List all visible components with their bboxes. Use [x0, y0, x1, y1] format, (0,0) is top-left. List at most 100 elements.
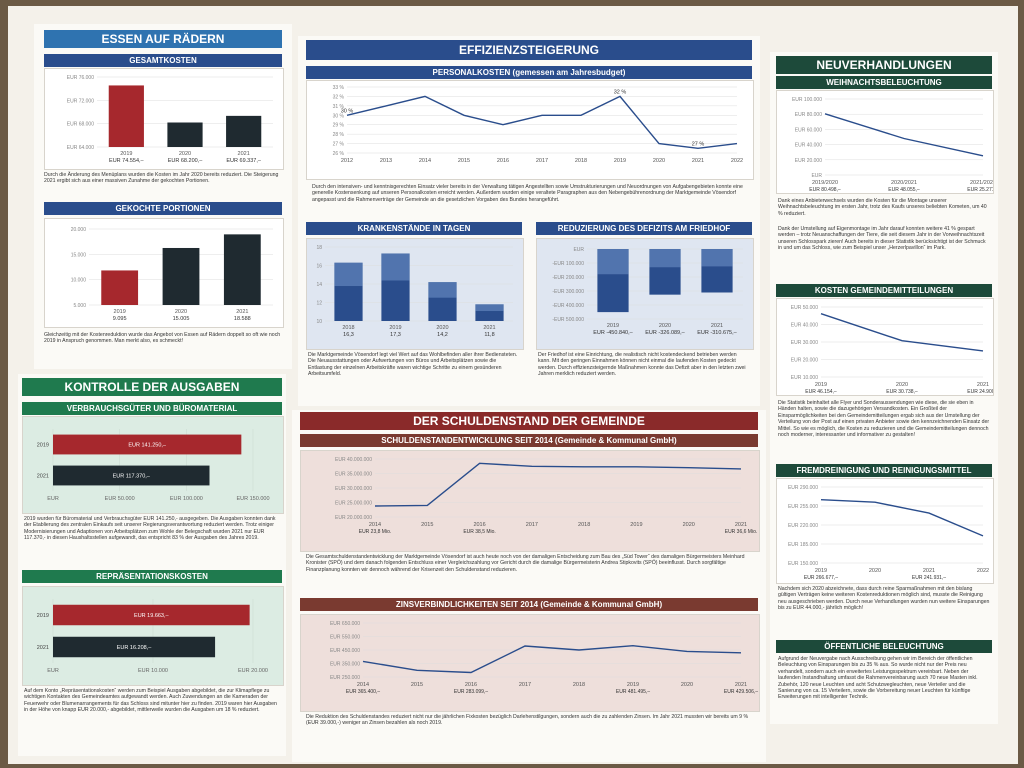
friedhof-chart: EUR -EUR 100.000 -EUR 200.000 -EUR 300.000 -… [552, 247, 743, 336]
zins-chart-box: EUR 650.000 EUR 550.000 EUR 450.000 EUR 350… [300, 614, 760, 712]
x-tick-label: 2021 [483, 325, 495, 331]
y-tick-label: EUR 20.000 [791, 358, 818, 364]
repraesentation-title: REPRÄSENTATIONSKOSTEN [22, 570, 282, 583]
schuldenentw-text: Die Gesamtschuldenstandentwicklung der M… [306, 554, 745, 573]
bar [53, 604, 250, 626]
zins-chart: EUR 650.000 EUR 550.000 EUR 450.000 EUR 350… [330, 621, 758, 695]
effizienz-panel: EFFIZIENZSTEIGERUNG PERSONALKOSTEN (geme… [298, 36, 760, 406]
personalkosten-chart-box: 33 % 32 % 31 % 30 % 29 % 28 % 27 % 26 % 2012 2013… [306, 80, 754, 180]
portionen-text: Gleichzeitig mit der Kostenreduktion wur… [44, 332, 281, 345]
fremd-title: FREMDREINIGUNG UND REINIGUNGSMITTEL [776, 464, 992, 477]
bar [53, 434, 242, 455]
data-label: EUR 74.554,– [109, 158, 144, 164]
data-label: EUR 429.506,– [724, 689, 758, 695]
kranken-text: Die Marktgemeinde Vösendorf legt viel We… [308, 352, 518, 378]
essen-header: ESSEN AUF RÄDERN [44, 30, 282, 48]
data-label: 11,8 [484, 332, 494, 338]
data-label: EUR 30.738,– [886, 389, 918, 395]
data-label: EUR -326.089,– [645, 330, 685, 336]
bar [101, 270, 139, 305]
x-tick-label: 2020/2021 [891, 180, 917, 186]
point-label: 32 % [614, 89, 627, 95]
y-tick-label: EUR 60.000 [795, 127, 822, 133]
x-tick-label: 2018 [578, 522, 590, 528]
bar-highlight [597, 249, 629, 275]
y-tick-label: 2021 [37, 474, 49, 480]
schuldenentw-chart-box: EUR 40.000.000 EUR 35.000.000 EUR 30.000.0… [300, 450, 760, 552]
y-tick-label: EUR 650.000 [330, 621, 360, 627]
data-label: 14,2 [437, 332, 448, 338]
data-label: EUR 48.055,– [888, 187, 920, 193]
repraesentation-chart-box: EUR EUR 10.000 EUR 20.000 2019 EUR 19.663,– 2… [22, 586, 284, 686]
x-tick-label: 2013 [380, 158, 392, 164]
x-tick-label: 2019 [815, 568, 827, 574]
data-label: EUR 283.099,– [454, 689, 488, 695]
x-tick-label: 2014 [369, 522, 381, 528]
verbrauch-chart-box: EUR EUR 50.000 EUR 100.000 EUR 150.000 2019 E… [22, 416, 284, 514]
x-tick-label: 2018 [342, 325, 354, 331]
y-tick-label: EUR 80.000 [795, 112, 822, 118]
x-tick-label: 2019 [630, 522, 642, 528]
schulden-header: DER SCHULDENSTAND DER GEMEINDE [300, 412, 758, 430]
schuldenentw-title: SCHULDENSTANDENTWICKLUNG SEIT 2014 (Geme… [300, 434, 758, 447]
y-tick-label: 2019 [37, 613, 49, 619]
x-tick-label: 2017 [519, 682, 531, 688]
y-tick-label: EUR 100.000 [792, 97, 822, 103]
y-tick-label: EUR 10.000 [791, 375, 818, 381]
kranken-chart-box: 18 16 14 12 10 2018 16,3 2019 17,3 2020 14,2 2021 11… [306, 238, 524, 350]
gesamtkosten-title: GESAMTKOSTEN [44, 54, 282, 67]
x-tick-label: 2019/2020 [812, 180, 838, 186]
x-tick-label: 2022 [731, 158, 743, 164]
x-tick-label: 2021 [977, 382, 989, 388]
y-tick-label: -EUR 500.000 [552, 317, 584, 323]
bar-highlight [428, 282, 457, 298]
data-label: 17,3 [390, 332, 401, 338]
x-tick-label: 2020 [175, 309, 187, 315]
x-tick-label: 2015 [458, 158, 470, 164]
y-tick-label: EUR 64.000 [67, 145, 94, 151]
data-label: EUR 24.900,– [967, 389, 993, 395]
fremd-text: Nachdem sich 2020 abzeichnete, dass durc… [778, 586, 990, 612]
y-tick-label: 14 [316, 282, 322, 288]
weihnacht-title: WEIHNACHTSBELEUCHTUNG [776, 76, 992, 89]
weihnacht-chart: EUR 100.000 EUR 80.000 EUR 60.000 EUR 40.00… [792, 97, 999, 193]
data-label: EUR 16.208,– [117, 645, 152, 651]
neuverhandlungen-header: NEUVERHANDLUNGEN [776, 56, 992, 74]
data-label: 9.095 [113, 316, 127, 322]
x-tick-label: 2022 [977, 568, 989, 574]
x-tick-label: 2012 [341, 158, 353, 164]
y-tick-label: EUR 68.000 [67, 122, 94, 128]
fremd-chart-box: EUR 290.000 EUR 255.000 EUR 220.000 EUR 185… [776, 478, 994, 584]
y-tick-label: EUR 35.000.000 [335, 472, 372, 478]
y-tick-label: EUR 76.000 [67, 75, 94, 81]
mitteilungen-chart: EUR 50.000 EUR 40.000 EUR 30.000 EUR 20.000… [791, 305, 999, 395]
gesamtkosten-text: Durch die Änderung des Menüplans wurden … [44, 172, 279, 185]
y-tick-label: -EUR 400.000 [552, 303, 584, 309]
y-tick-label: -EUR 100.000 [552, 261, 584, 267]
portionen-title: GEKOCHTE PORTIONEN [44, 202, 282, 215]
x-tick-label: 2021 [236, 309, 248, 315]
y-tick-label: EUR 30.000.000 [335, 486, 372, 492]
x-tick-label: 2017 [526, 522, 538, 528]
schuldenentw-chart: EUR 40.000.000 EUR 35.000.000 EUR 30.000.0… [335, 457, 758, 535]
x-tick-label: 2019 [614, 158, 626, 164]
gesamtkosten-chart: EUR 76.000 EUR 72.000 EUR 68.000 EUR 64.000… [67, 75, 273, 164]
fremd-chart: EUR 290.000 EUR 255.000 EUR 220.000 EUR 185… [788, 485, 989, 581]
data-label: EUR 36,6 Mio. [725, 529, 758, 535]
y-tick-label: 33 % [333, 85, 345, 91]
beleuchtung-title: ÖFFENTLICHE BELEUCHTUNG [776, 640, 992, 653]
data-label: EUR 117.370,– [113, 474, 151, 480]
y-tick-label: 20.000 [71, 227, 87, 233]
x-tick-label: 2019 [120, 151, 132, 157]
y-tick-label: 18 [316, 245, 322, 251]
data-label: EUR 266.677,– [804, 575, 838, 581]
x-tick-label: 2019 [815, 382, 827, 388]
kranken-title: KRANKENSTÄNDE IN TAGEN [306, 222, 522, 235]
x-tick-label: 2020 [896, 382, 908, 388]
x-tick-label: 2021 [735, 682, 747, 688]
x-tick-label: EUR [47, 668, 59, 674]
x-tick-label: 2015 [411, 682, 423, 688]
data-label: 18.588 [234, 316, 251, 322]
mitteilungen-chart-box: EUR 50.000 EUR 40.000 EUR 30.000 EUR 20.000… [776, 298, 999, 396]
